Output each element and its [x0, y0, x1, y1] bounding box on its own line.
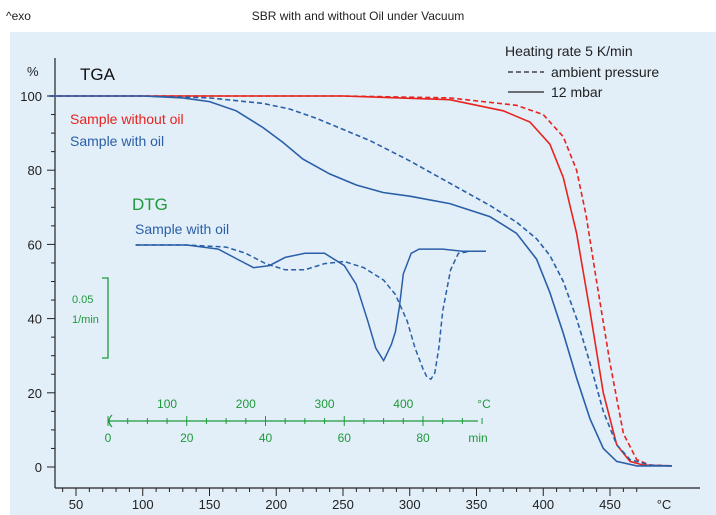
legend-label-dashed: ambient pressure: [551, 64, 659, 80]
dtg-time-tick-label: 40: [259, 431, 273, 445]
dtg-axis-break-mark: [108, 414, 113, 428]
y-tick-label: 60: [28, 237, 42, 252]
y-tick-label: 40: [28, 312, 42, 327]
chart-title: SBR with and without Oil under Vacuum: [251, 9, 465, 23]
x-tick-label: 150: [199, 497, 221, 512]
panel-label-tga: TGA: [80, 65, 116, 84]
y-tick-label: 100: [20, 89, 42, 104]
x-tick-label: 250: [332, 497, 354, 512]
dtg-temp-tick-label: 400: [393, 397, 413, 411]
dtg-series-line: [135, 244, 486, 363]
dtg-temp-tick-label: 300: [315, 397, 335, 411]
x-tick-label: 50: [69, 497, 83, 512]
dtg-time-tick-label: 80: [416, 431, 430, 445]
legend-title: Heating rate 5 K/min: [505, 43, 633, 59]
dtg-scale-label: 0.05: [72, 294, 93, 306]
dtg-time-tick-label: 20: [180, 431, 194, 445]
x-tick-label: 400: [532, 497, 554, 512]
annotation-without-oil: Sample without oil: [70, 111, 184, 127]
dtg-time-unit: min: [468, 431, 487, 445]
dtg-temp-tick-label: 200: [236, 397, 256, 411]
title-bar: ^exo SBR with and without Oil under Vacu…: [0, 0, 716, 32]
tga-series-line: [49, 95, 672, 467]
x-tick-label: 450: [599, 497, 621, 512]
y-tick-label: 20: [28, 386, 42, 401]
annotation-with-oil: Sample with oil: [70, 133, 164, 149]
dtg-time-tick-label: 0: [105, 431, 112, 445]
x-tick-label: 300: [399, 497, 421, 512]
y-unit-label: %: [27, 64, 39, 79]
dtg-temp-tick-label: 100: [157, 397, 177, 411]
x-tick-label: 200: [265, 497, 287, 512]
dtg-annotation: Sample with oil: [135, 221, 229, 237]
legend-label-solid: 12 mbar: [551, 84, 603, 100]
x-unit-label: °C: [657, 497, 672, 512]
dtg-time-tick-label: 60: [338, 431, 352, 445]
plot-background: [10, 32, 716, 515]
dtg-series-line: [135, 244, 486, 381]
exo-label: ^exo: [6, 9, 31, 23]
x-tick-label: 350: [466, 497, 488, 512]
panel-label-dtg: DTG: [132, 195, 168, 214]
dtg-scale-bar: [102, 277, 109, 359]
y-tick-label: 0: [35, 460, 42, 475]
x-tick-label: 100: [132, 497, 154, 512]
y-tick-label: 80: [28, 163, 42, 178]
tga-series-line: [49, 95, 673, 467]
dtg-temp-unit: °C: [477, 397, 491, 411]
dtg-scale-unit: 1/min: [72, 314, 99, 326]
tga-series-line: [49, 95, 673, 467]
